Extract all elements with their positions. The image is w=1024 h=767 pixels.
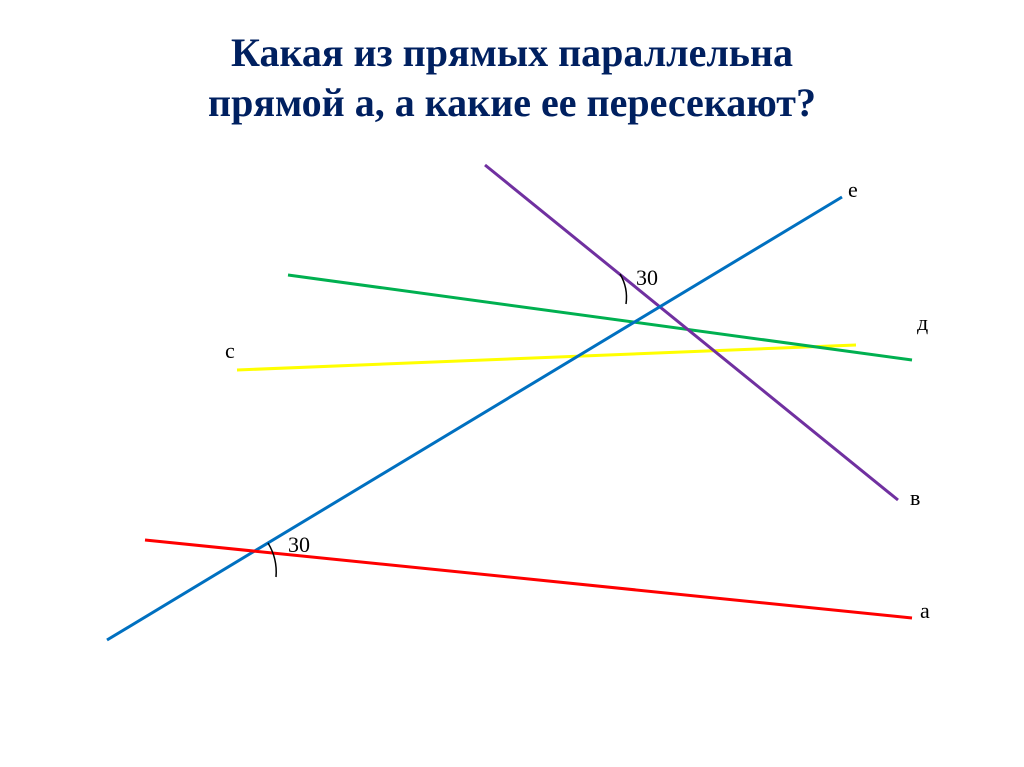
- angle-label-upper: 30: [636, 265, 658, 291]
- label-line-e: е: [848, 177, 858, 203]
- geometry-diagram: [0, 0, 1024, 767]
- angle-label-lower: 30: [288, 532, 310, 558]
- label-line-a: а: [920, 598, 930, 624]
- angle-arc-lower: [268, 543, 276, 577]
- label-line-b: в: [910, 485, 920, 511]
- line-a: [145, 540, 912, 618]
- label-line-d: д: [917, 310, 928, 336]
- line-c: [237, 345, 856, 370]
- label-line-c: с: [225, 338, 235, 364]
- line-b: [485, 165, 898, 500]
- line-d: [288, 275, 912, 360]
